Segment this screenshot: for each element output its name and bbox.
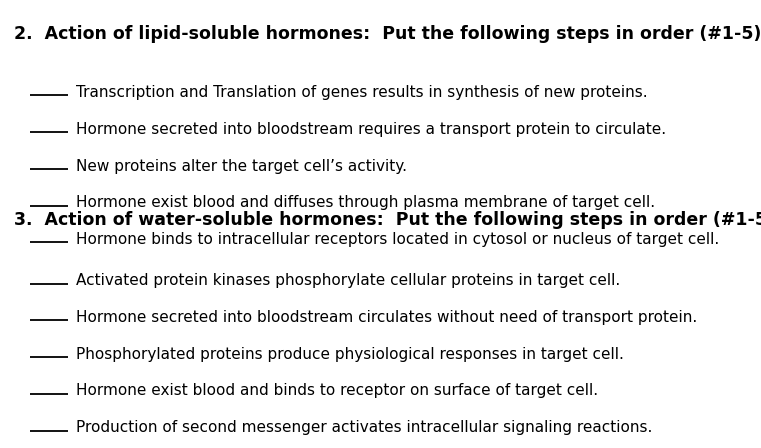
Text: 2.  Action of lipid-soluble hormones:  Put the following steps in order (#1-5): 2. Action of lipid-soluble hormones: Put… <box>14 25 761 43</box>
Text: Hormone exist blood and binds to receptor on surface of target cell.: Hormone exist blood and binds to recepto… <box>76 383 598 398</box>
Text: 3.  Action of water-soluble hormones:  Put the following steps in order (#1-5): 3. Action of water-soluble hormones: Put… <box>14 211 761 228</box>
Text: Transcription and Translation of genes results in synthesis of new proteins.: Transcription and Translation of genes r… <box>76 85 648 100</box>
Text: Hormone secreted into bloodstream circulates without need of transport protein.: Hormone secreted into bloodstream circul… <box>76 310 697 325</box>
Text: New proteins alter the target cell’s activity.: New proteins alter the target cell’s act… <box>76 159 407 173</box>
Text: Hormone secreted into bloodstream requires a transport protein to circulate.: Hormone secreted into bloodstream requir… <box>76 122 666 137</box>
Text: Hormone exist blood and diffuses through plasma membrane of target cell.: Hormone exist blood and diffuses through… <box>76 195 655 210</box>
Text: Hormone binds to intracellular receptors located in cytosol or nucleus of target: Hormone binds to intracellular receptors… <box>76 232 719 247</box>
Text: Phosphorylated proteins produce physiological responses in target cell.: Phosphorylated proteins produce physiolo… <box>76 347 624 362</box>
Text: Activated protein kinases phosphorylate cellular proteins in target cell.: Activated protein kinases phosphorylate … <box>76 273 620 288</box>
Text: Production of second messenger activates intracellular signaling reactions.: Production of second messenger activates… <box>76 420 652 435</box>
